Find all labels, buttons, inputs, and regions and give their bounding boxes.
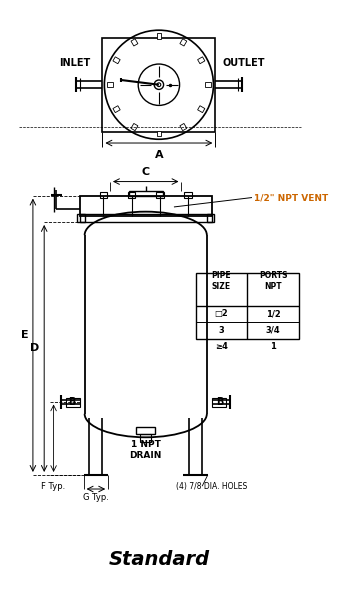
Text: (4) 7/8 DIA. HOLES: (4) 7/8 DIA. HOLES [176, 481, 247, 490]
Bar [131, 123, 138, 130]
Text: PORTS
NPT: PORTS NPT [259, 271, 287, 291]
Bar [77, 215, 85, 222]
Bar [140, 435, 152, 442]
Text: 1 NPT
DRAIN: 1 NPT DRAIN [129, 440, 162, 460]
Text: E: E [21, 331, 28, 340]
Text: D: D [30, 343, 39, 353]
Text: B: B [68, 397, 75, 406]
Text: F Typ.: F Typ. [41, 483, 66, 492]
Bar [205, 82, 211, 87]
Text: PIPE
SIZE: PIPE SIZE [212, 271, 231, 291]
Text: 3: 3 [219, 326, 224, 335]
Text: A: A [155, 150, 163, 160]
Bar [180, 39, 187, 46]
Text: 3/4: 3/4 [266, 326, 280, 335]
Bar [113, 106, 120, 112]
Bar [80, 196, 212, 216]
Bar [212, 398, 226, 407]
Bar [102, 38, 215, 132]
Circle shape [154, 80, 164, 90]
Text: INLET: INLET [59, 58, 90, 68]
Text: 1: 1 [270, 343, 276, 352]
Bar [128, 192, 135, 198]
Bar [131, 39, 138, 46]
Bar [156, 192, 164, 198]
Bar [207, 215, 214, 222]
Text: 1/2: 1/2 [266, 310, 280, 319]
Bar [136, 427, 155, 435]
Bar [66, 398, 80, 407]
Text: 1/2" NPT VENT: 1/2" NPT VENT [254, 193, 328, 202]
Bar [157, 131, 161, 136]
Bar [184, 192, 192, 198]
Bar [180, 123, 187, 130]
Text: C: C [142, 167, 150, 177]
Bar [113, 57, 120, 64]
Bar [129, 191, 163, 196]
Text: ≥4: ≥4 [215, 343, 228, 352]
Bar [80, 215, 212, 222]
Bar [157, 33, 161, 38]
Text: B: B [216, 397, 224, 406]
Bar [107, 82, 113, 87]
Bar [198, 57, 205, 64]
Bar [196, 273, 299, 338]
Text: □2: □2 [215, 310, 228, 319]
Text: OUTLET: OUTLET [222, 58, 265, 68]
Bar [100, 192, 107, 198]
Bar [198, 106, 205, 112]
Text: Standard: Standard [108, 550, 210, 569]
Text: G Typ.: G Typ. [83, 493, 109, 502]
